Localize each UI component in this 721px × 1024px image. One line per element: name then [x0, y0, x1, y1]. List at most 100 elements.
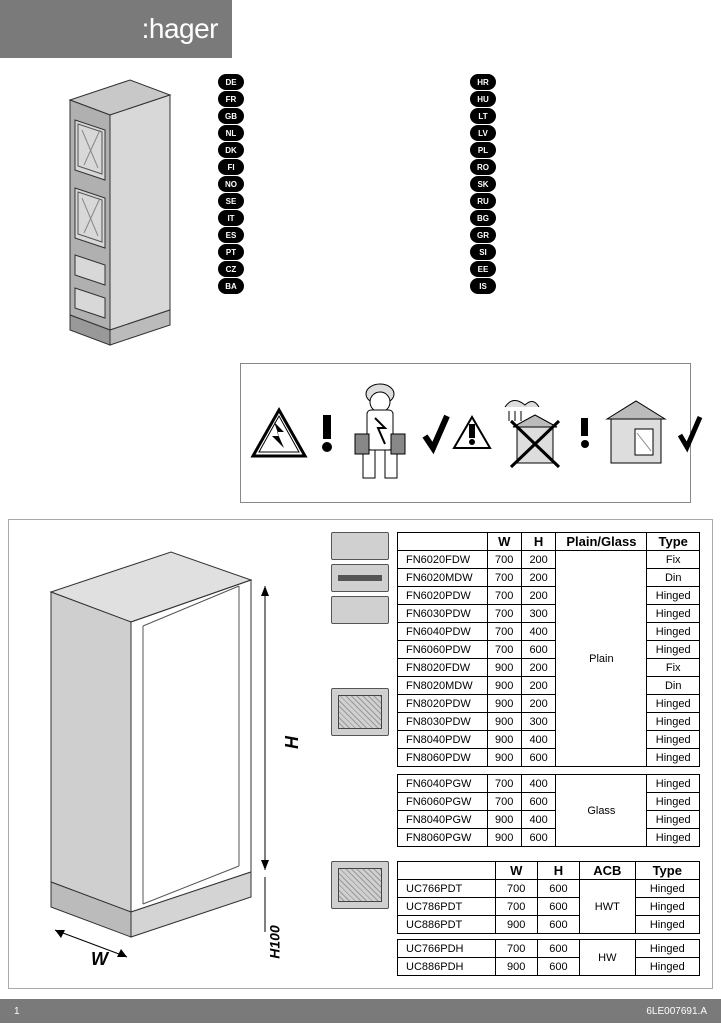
- t1-h2: H: [521, 533, 555, 551]
- table-row: FN8060PGW 900 600 Hinged: [398, 829, 700, 847]
- ref-cell: FN6020MDW: [398, 569, 488, 587]
- w-cell: 900: [495, 916, 537, 934]
- table-row: UC786PDT 700 600 Hinged: [398, 898, 700, 916]
- ref-cell: UC766PDT: [398, 880, 496, 898]
- type-cell: Hinged: [647, 623, 700, 641]
- type-cell: Din: [647, 677, 700, 695]
- type-cell: Hinged: [647, 713, 700, 731]
- warning-small-icon: [451, 414, 493, 452]
- w-cell: 900: [487, 749, 521, 767]
- ref-cell: FN6040PDW: [398, 623, 488, 641]
- h-cell: 200: [521, 695, 555, 713]
- lang-badge-hr: HR: [470, 74, 496, 90]
- lang-badge-ee: EE: [470, 261, 496, 277]
- lang-badge-gr: GR: [470, 227, 496, 243]
- table1-block: W H Plain/Glass Type FN6020FDW 700 200 P…: [331, 532, 700, 847]
- warning-triangle-icon: [249, 406, 309, 461]
- lang-badge-pt: PT: [218, 244, 244, 260]
- h-cell: 600: [537, 880, 579, 898]
- table-row: FN8020FDW 900 200 Fix: [398, 659, 700, 677]
- h-cell: 400: [521, 811, 555, 829]
- t2-h2: H: [537, 862, 579, 880]
- table-row: FN6020MDW 700 200 Din: [398, 569, 700, 587]
- lang-desc-line: [262, 159, 412, 176]
- lang-desc-line: [262, 142, 412, 159]
- lang-badge-se: SE: [218, 193, 244, 209]
- table-row: UC766PDH 700 600 HW Hinged: [398, 940, 700, 958]
- lang-badge-bg: BG: [470, 210, 496, 226]
- lang-badge-si: SI: [470, 244, 496, 260]
- lang-badge-ro: RO: [470, 159, 496, 175]
- language-text-column-1: [262, 70, 412, 353]
- acb-cell: HWT: [580, 880, 635, 934]
- lang-desc-line: [262, 210, 412, 227]
- lang-desc-line: [514, 91, 664, 108]
- cabinet-drawing: H W H100: [21, 532, 281, 962]
- technical-section: H W H100 W: [8, 519, 713, 989]
- type-cell: Hinged: [647, 641, 700, 659]
- ref-cell: FN8060PDW: [398, 749, 488, 767]
- w-cell: 900: [487, 713, 521, 731]
- table-row: FN6030PDW 700 300 Hinged: [398, 605, 700, 623]
- h-cell: 600: [521, 749, 555, 767]
- w-cell: 900: [487, 695, 521, 713]
- page: :hager: [0, 0, 721, 1023]
- lang-desc-line: [514, 227, 664, 244]
- w-cell: 700: [495, 940, 537, 958]
- ref-cell: FN6020FDW: [398, 551, 488, 569]
- top-section: DEFRGBNLDKFINOSEITESPTCZBA HRHULTLVPLROS…: [0, 58, 721, 353]
- t2-h3: ACB: [580, 862, 635, 880]
- lang-desc-line: [514, 193, 664, 210]
- lang-badge-pl: PL: [470, 142, 496, 158]
- h-cell: 600: [521, 793, 555, 811]
- table-row: FN6040PDW 700 400 Hinged: [398, 623, 700, 641]
- ref-cell: FN6040PGW: [398, 775, 488, 793]
- h-cell: 200: [521, 659, 555, 677]
- h-cell: 200: [521, 677, 555, 695]
- table-row: FN8030PDW 900 300 Hinged: [398, 713, 700, 731]
- h-cell: 600: [537, 898, 579, 916]
- lang-desc-line: [262, 261, 412, 278]
- table-row: FN6020PDW 700 200 Hinged: [398, 587, 700, 605]
- ref-cell: FN6020PDW: [398, 587, 488, 605]
- lang-badge-de: DE: [218, 74, 244, 90]
- h-cell: 400: [521, 731, 555, 749]
- h-cell: 600: [537, 916, 579, 934]
- w-cell: 700: [487, 623, 521, 641]
- acb-cell: HW: [580, 940, 635, 976]
- dimension-H100-label: H100: [266, 925, 282, 958]
- t2-h1: W: [495, 862, 537, 880]
- t1-h0: [398, 533, 488, 551]
- table-row: FN8040PDW 900 400 Hinged: [398, 731, 700, 749]
- safety-installation: [451, 393, 703, 473]
- type-cell: Hinged: [647, 811, 700, 829]
- lang-desc-line: [262, 91, 412, 108]
- h-cell: 600: [537, 940, 579, 958]
- type-cell: Hinged: [647, 829, 700, 847]
- lang-desc-line: [514, 125, 664, 142]
- ref-cell: FN8040PDW: [398, 731, 488, 749]
- lang-badge-lt: LT: [470, 108, 496, 124]
- lang-badge-dk: DK: [218, 142, 244, 158]
- lang-badge-lv: LV: [470, 125, 496, 141]
- lang-badge-es: ES: [218, 227, 244, 243]
- lang-badge-cz: CZ: [218, 261, 244, 277]
- t1-h4: Type: [647, 533, 700, 551]
- ref-cell: FN6060PDW: [398, 641, 488, 659]
- dimension-W-label: W: [91, 949, 108, 970]
- type-cell: Hinged: [647, 587, 700, 605]
- h-cell: 300: [521, 605, 555, 623]
- type-cell: Hinged: [647, 695, 700, 713]
- safety-electrician: [249, 378, 451, 488]
- w-cell: 700: [487, 569, 521, 587]
- w-cell: 900: [487, 677, 521, 695]
- product-table-1: W H Plain/Glass Type FN6020FDW 700 200 P…: [397, 532, 700, 847]
- lang-desc-line: [514, 278, 664, 295]
- ref-cell: UC786PDT: [398, 898, 496, 916]
- panel-din-icon: [331, 564, 389, 592]
- exclamation-small-icon: [575, 416, 595, 450]
- footer: 1 6LE007691.A: [0, 999, 721, 1023]
- w-cell: 700: [495, 880, 537, 898]
- w-cell: 700: [487, 587, 521, 605]
- table-row: UC886PDH 900 600 Hinged: [398, 958, 700, 976]
